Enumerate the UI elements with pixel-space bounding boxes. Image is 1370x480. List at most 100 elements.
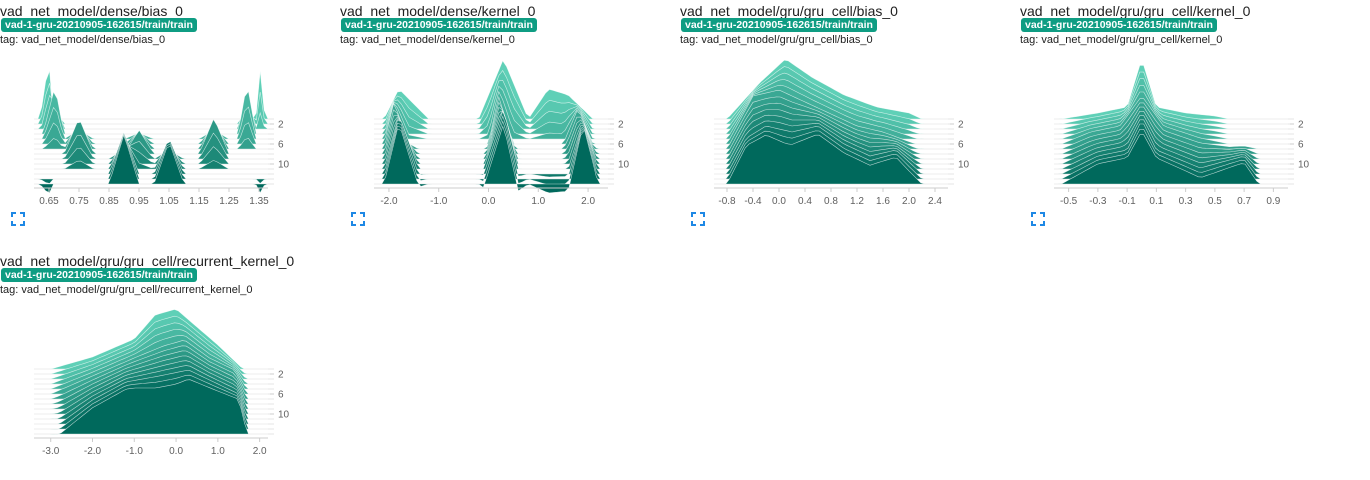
histogram-chart: -3.0 -2.0 -1.0 0.0 1.0 2.0 2 6 10 (34, 309, 290, 457)
fullscreen-icon[interactable] (1030, 211, 1046, 227)
histogram-ridge (1054, 65, 1288, 120)
fullscreen-icon[interactable] (10, 211, 26, 227)
tag-prefix: tag: (0, 34, 19, 46)
y-tick-label: 2 (1298, 120, 1304, 131)
tag-line: tag: vad_net_model/dense/kernel_0 (340, 34, 515, 47)
x-tick-label: 2.4 (928, 196, 942, 207)
y-tick-label: 2 (618, 120, 624, 131)
x-tick-label: 0.85 (99, 196, 119, 207)
histogram-ridge (374, 79, 608, 130)
run-badge: vad-1-gru-20210905-162615/train/train (1021, 18, 1217, 32)
x-tick-label: 1.0 (211, 446, 225, 457)
x-tick-label: 0.0 (482, 196, 496, 207)
fullscreen-icon-glyph (691, 212, 705, 226)
tag-line: tag: vad_net_model/gru/gru_cell/recurrent… (0, 284, 253, 297)
tag-value: vad_net_model/gru/gru_cell/bias_0 (701, 34, 873, 46)
histogram-card: vad_net_model/gru/gru_cell/bias_0 vad-1-… (680, 0, 1000, 230)
y-tick-label: 10 (278, 160, 290, 171)
x-tick-label: 1.05 (159, 196, 179, 207)
histogram-ridge (34, 83, 269, 125)
histogram-card: vad_net_model/dense/bias_0 vad-1-gru-202… (0, 0, 320, 230)
histogram-ridge (34, 70, 269, 120)
histogram-chart: 0.65 0.75 0.85 0.95 1.05 1.15 1.25 1.35 2 6 10 (34, 70, 290, 207)
x-tick-label: -0.8 (718, 196, 736, 207)
tag-line: tag: vad_net_model/gru/gru_cell/kernel_0 (1020, 34, 1222, 47)
x-tick-label: 0.1 (1149, 196, 1163, 207)
x-tick-label: 2.0 (581, 196, 595, 207)
x-tick-label: -0.4 (744, 196, 762, 207)
x-tick-label: 0.3 (1179, 196, 1193, 207)
x-tick-label: 0.4 (798, 196, 812, 207)
x-tick-label: 2.0 (902, 196, 916, 207)
tag-value: vad_net_model/dense/kernel_0 (361, 34, 515, 46)
run-badge: vad-1-gru-20210905-162615/train/train (1, 268, 197, 282)
histogram-ridge (1054, 71, 1288, 125)
y-tick-label: 6 (1298, 140, 1304, 151)
x-tick-label: -3.0 (42, 446, 60, 457)
tag-prefix: tag: (340, 34, 359, 46)
x-tick-label: 0.95 (129, 196, 149, 207)
fullscreen-icon[interactable] (350, 211, 366, 227)
x-tick-label: 2.0 (253, 446, 267, 457)
x-tick-label: 0.0 (772, 196, 786, 207)
fullscreen-icon-glyph (11, 212, 25, 226)
tag-prefix: tag: (1020, 34, 1039, 46)
y-tick-label: 6 (618, 140, 624, 151)
y-tick-label: 6 (278, 140, 284, 151)
x-tick-label: -1.0 (430, 196, 448, 207)
tag-value: vad_net_model/gru/gru_cell/recurrent_ker… (21, 284, 253, 296)
fullscreen-icon[interactable] (690, 211, 706, 227)
x-tick-label: 0.75 (69, 196, 89, 207)
run-badge: vad-1-gru-20210905-162615/train/train (341, 18, 537, 32)
fullscreen-icon-glyph (351, 212, 365, 226)
y-tick-label: 2 (278, 120, 284, 131)
tag-prefix: tag: (680, 34, 699, 46)
histogram-ridge (714, 134, 948, 185)
x-tick-label: -0.3 (1089, 196, 1107, 207)
x-tick-label: 1.35 (249, 196, 269, 207)
histogram-chart: -2.0 -1.0 0.0 1.0 2.0 2 6 10 (374, 60, 630, 207)
run-badge: vad-1-gru-20210905-162615/train/train (681, 18, 877, 32)
histogram-ridge (34, 133, 269, 184)
tag-value: vad_net_model/dense/bias_0 (21, 34, 166, 46)
y-tick-label: 10 (278, 410, 290, 421)
tag-value: vad_net_model/gru/gru_cell/kernel_0 (1041, 34, 1223, 46)
histogram-card: vad_net_model/gru/gru_cell/kernel_0 vad-… (1020, 0, 1340, 230)
y-tick-label: 6 (278, 390, 284, 401)
tag-line: tag: vad_net_model/gru/gru_cell/bias_0 (680, 34, 873, 47)
histogram-ridge (1054, 78, 1288, 130)
histogram-card: vad_net_model/dense/kernel_0 vad-1-gru-2… (340, 0, 660, 230)
tag-prefix: tag: (0, 284, 19, 296)
histogram-ridge (34, 137, 268, 170)
x-tick-label: 0.0 (169, 446, 183, 457)
x-tick-label: 1.0 (531, 196, 545, 207)
histogram-ridge (1054, 85, 1288, 135)
x-tick-label: -2.0 (84, 446, 102, 457)
histogram-ridge (1054, 134, 1288, 185)
x-tick-label: 1.6 (876, 196, 890, 207)
x-tick-label: 1.25 (219, 196, 239, 207)
x-tick-label: 0.9 (1266, 196, 1280, 207)
x-tick-label: -1.0 (126, 446, 144, 457)
fullscreen-icon-glyph (1031, 212, 1045, 226)
card-title: vad_net_model/dense/bias_0 (0, 3, 183, 19)
y-tick-label: 2 (278, 370, 284, 381)
histogram-ridge (34, 134, 269, 194)
run-badge: vad-1-gru-20210905-162615/train/train (1, 18, 197, 32)
y-tick-label: 2 (958, 120, 964, 131)
histogram-ridge (34, 131, 268, 175)
y-tick-label: 10 (958, 160, 970, 171)
x-tick-label: 1.2 (850, 196, 864, 207)
x-tick-label: -0.5 (1060, 196, 1078, 207)
histogram-chart: -0.8 -0.4 0.0 0.4 0.8 1.2 1.6 2.0 2.4 2 6 10 (714, 59, 970, 207)
histogram-chart: -0.5 -0.3 -0.1 0.1 0.3 0.5 0.7 0.9 2 6 10 (1054, 65, 1310, 207)
card-title: vad_net_model/dense/kernel_0 (340, 3, 536, 19)
histogram-ridge (34, 379, 268, 435)
y-tick-label: 10 (618, 160, 630, 171)
tag-line: tag: vad_net_model/dense/bias_0 (0, 34, 165, 47)
y-tick-label: 6 (958, 140, 964, 151)
histogram-ridge (374, 125, 608, 194)
card-title: vad_net_model/gru/gru_cell/bias_0 (680, 3, 898, 19)
card-title: vad_net_model/gru/gru_cell/kernel_0 (1020, 3, 1251, 19)
x-tick-label: 1.15 (189, 196, 209, 207)
